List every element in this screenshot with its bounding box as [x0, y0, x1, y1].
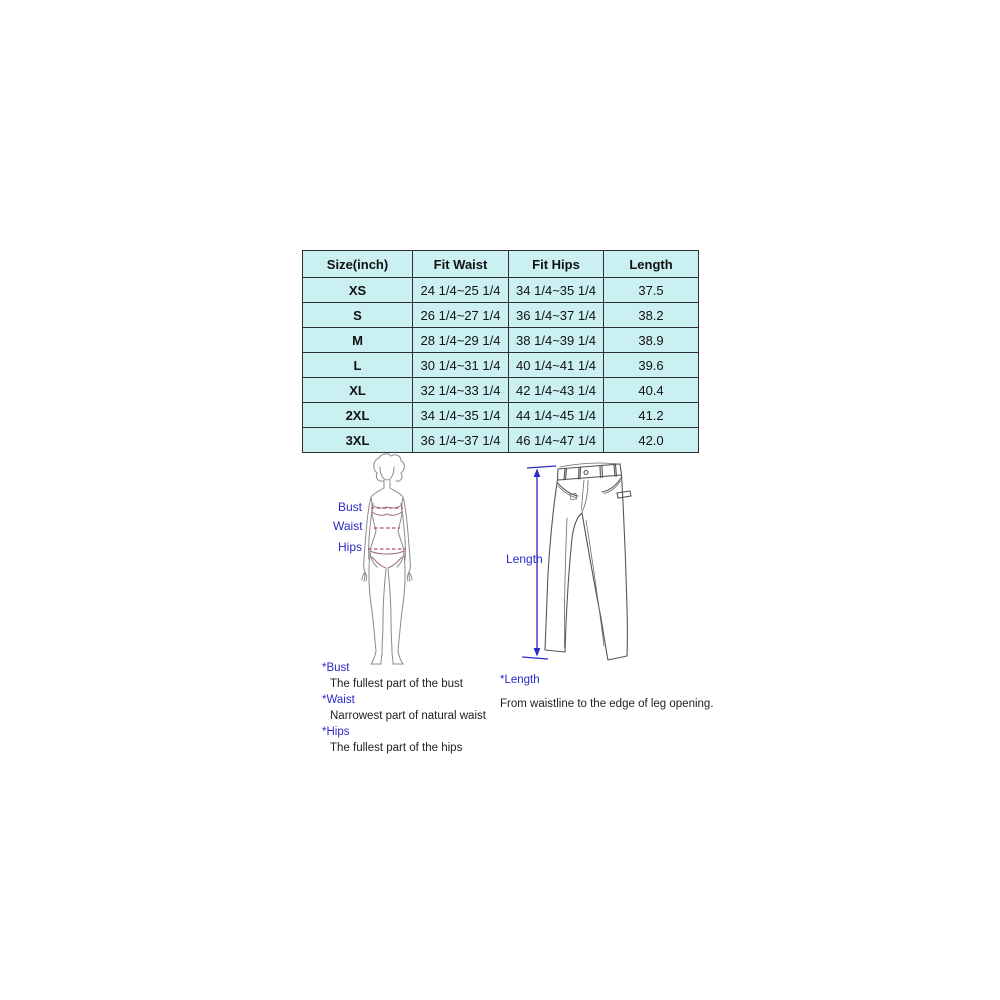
- hips-cell: 38 1/4~39 1/4: [508, 327, 604, 353]
- measurement-notes: *Bust The fullest part of the bust *Wais…: [322, 660, 486, 756]
- bust-note-desc: The fullest part of the bust: [330, 678, 463, 690]
- table-row: 2XL 34 1/4~35 1/4 44 1/4~45 1/4 41.2: [302, 402, 699, 428]
- hips-cell: 44 1/4~45 1/4: [508, 402, 604, 428]
- length-cell: 38.2: [603, 302, 699, 328]
- pants-figure-illustration: [521, 462, 632, 661]
- size-chart-table: Size(inch) Fit Waist Fit Hips Length XS …: [302, 250, 699, 453]
- hips-cell: 34 1/4~35 1/4: [508, 277, 604, 303]
- hips-cell: 40 1/4~41 1/4: [508, 352, 604, 378]
- size-cell: 3XL: [302, 427, 413, 453]
- length-cell: 41.2: [603, 402, 699, 428]
- waist-cell: 24 1/4~25 1/4: [412, 277, 509, 303]
- length-note-desc: From waistline to the edge of leg openin…: [500, 698, 714, 710]
- waist-note-desc: Narrowest part of natural waist: [330, 710, 486, 722]
- size-cell: S: [302, 302, 413, 328]
- table-row: S 26 1/4~27 1/4 36 1/4~37 1/4 38.2: [302, 302, 699, 328]
- column-header-waist: Fit Waist: [412, 250, 509, 278]
- size-cell: M: [302, 327, 413, 353]
- waist-cell: 36 1/4~37 1/4: [412, 427, 509, 453]
- waist-cell: 30 1/4~31 1/4: [412, 352, 509, 378]
- length-arrow: [521, 465, 557, 660]
- length-cell: 38.9: [603, 327, 699, 353]
- waist-cell: 26 1/4~27 1/4: [412, 302, 509, 328]
- length-cell: 37.5: [603, 277, 699, 303]
- column-header-length: Length: [603, 250, 699, 278]
- table-row: 3XL 36 1/4~37 1/4 46 1/4~47 1/4 42.0: [302, 427, 699, 453]
- length-cell: 39.6: [603, 352, 699, 378]
- waist-label: Waist: [333, 519, 363, 533]
- waist-cell: 34 1/4~35 1/4: [412, 402, 509, 428]
- waist-note-term: *Waist: [322, 694, 355, 706]
- hips-note-desc: The fullest part of the hips: [330, 742, 463, 754]
- table-row: XS 24 1/4~25 1/4 34 1/4~35 1/4 37.5: [302, 277, 699, 303]
- hips-cell: 46 1/4~47 1/4: [508, 427, 604, 453]
- size-cell: L: [302, 352, 413, 378]
- size-cell: XS: [302, 277, 413, 303]
- hips-cell: 42 1/4~43 1/4: [508, 377, 604, 403]
- hips-cell: 36 1/4~37 1/4: [508, 302, 604, 328]
- hips-note-term: *Hips: [322, 726, 350, 738]
- waist-cell: 32 1/4~33 1/4: [412, 377, 509, 403]
- table-row: M 28 1/4~29 1/4 38 1/4~39 1/4 38.9: [302, 327, 699, 353]
- column-header-size: Size(inch): [302, 250, 413, 278]
- size-cell: 2XL: [302, 402, 413, 428]
- length-note-term: *Length: [500, 674, 540, 686]
- bust-note-term: *Bust: [322, 662, 350, 674]
- hips-label: Hips: [338, 540, 363, 554]
- length-label: Length: [506, 552, 543, 566]
- column-header-hips: Fit Hips: [508, 250, 604, 278]
- table-row: XL 32 1/4~33 1/4 42 1/4~43 1/4 40.4: [302, 377, 699, 403]
- woman-figure-illustration: [361, 453, 413, 665]
- size-cell: XL: [302, 377, 413, 403]
- bust-label: Bust: [338, 500, 363, 514]
- length-cell: 40.4: [603, 377, 699, 403]
- waist-cell: 28 1/4~29 1/4: [412, 327, 509, 353]
- table-row: L 30 1/4~31 1/4 40 1/4~41 1/4 39.6: [302, 352, 699, 378]
- table-header-row: Size(inch) Fit Waist Fit Hips Length: [302, 250, 699, 278]
- length-cell: 42.0: [603, 427, 699, 453]
